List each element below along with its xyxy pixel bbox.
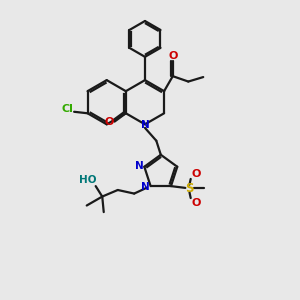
Text: N: N [141, 182, 150, 192]
Text: S: S [185, 182, 194, 195]
Text: O: O [192, 169, 201, 179]
Text: O: O [192, 198, 201, 208]
Text: O: O [169, 51, 178, 61]
Text: N: N [135, 161, 144, 171]
Text: N: N [141, 120, 149, 130]
Text: O: O [104, 117, 114, 127]
Text: HO: HO [79, 175, 96, 184]
Text: Cl: Cl [61, 104, 74, 114]
